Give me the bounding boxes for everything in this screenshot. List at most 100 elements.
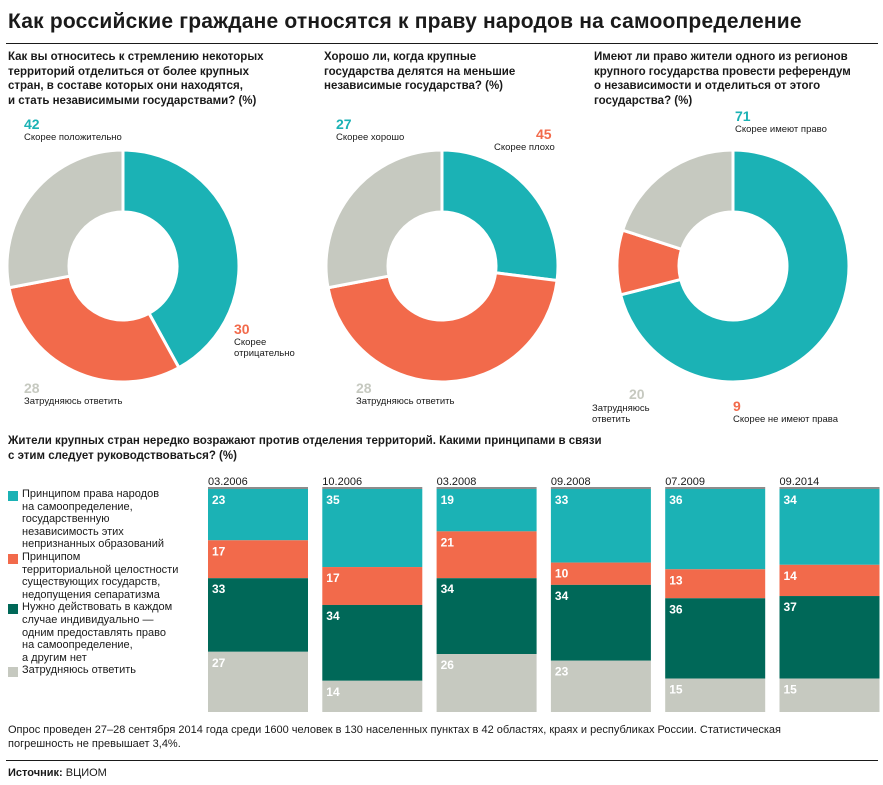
bar-legend: Принципом права народов на самоопределени…: [8, 488, 198, 678]
legend-label-line: государственную: [22, 513, 110, 526]
bar-segment-4: [322, 680, 423, 712]
bar-segment-3: [550, 584, 651, 661]
pie1-label-undecided: Затрудняюсь ответить: [24, 396, 123, 407]
pie3-question-line: о независимости и отделиться от этого: [594, 80, 821, 92]
bar-segment-3: [779, 596, 880, 679]
pie1-label-positive: Скорее положительно: [24, 132, 122, 143]
legend-item: Принципом права народов на самоопределени…: [8, 488, 198, 551]
legend-swatch: [8, 491, 18, 501]
pie1-label-negative-line: Скорее: [234, 337, 267, 348]
pie1-label-negative-line: отрицательно: [234, 348, 295, 359]
bar-period-label: 10.2006: [322, 476, 362, 488]
bar-period-label: 09.2014: [780, 476, 820, 488]
legend-label-line: одним предоставлять право: [22, 626, 166, 639]
donut1-slice-2: [7, 274, 181, 384]
legend-label-line: на самоопределение,: [22, 639, 133, 652]
bar-segment-3: [665, 598, 766, 679]
bar-segment-3: [322, 604, 423, 681]
legend-label-line: территориальной целостности: [22, 563, 179, 576]
pie3-value-no: 9: [733, 398, 741, 414]
pie1-value-undecided: 28: [24, 380, 40, 396]
bar-segment-2: [779, 564, 880, 597]
pie2-label-good: Скорее хорошо: [336, 132, 405, 143]
source-line: Источник: ВЦИОМ: [8, 767, 107, 779]
legend-swatch: [8, 553, 18, 564]
legend-label-line: Принципом: [22, 550, 81, 563]
pie1-value-negative: 30: [234, 321, 250, 337]
bar-segment-4: [550, 660, 651, 712]
survey-note: Опрос проведен 27–28 сентября 2014 года …: [8, 724, 868, 751]
bar-segment-1: [665, 489, 766, 570]
bar-value-label: 15: [669, 683, 683, 697]
bar-value-label: 17: [212, 544, 226, 558]
pie3-label-no: Скорее не имеют права: [733, 414, 839, 425]
legend-label-line: недопущения сепаратизма: [22, 588, 160, 601]
bar-value-label: 34: [441, 582, 455, 596]
pie2-value-good: 27: [336, 116, 352, 132]
pie1-question-line: стран, в составе которых они находятся,: [8, 80, 243, 92]
bar-value-label: 33: [212, 582, 226, 596]
pie1-label-negative: Скорее отрицательно: [234, 337, 295, 359]
pie1-question: Как вы относитесь к стремлению некоторых…: [8, 50, 298, 108]
bar-value-label: 34: [555, 589, 569, 603]
pie3-question-line: Имеют ли право жители одного из регионов: [594, 51, 848, 63]
bar-segment-2: [665, 569, 766, 599]
bar-value-label: 15: [784, 683, 798, 697]
bar-segment-1: [779, 489, 880, 565]
bar-period-label: 09.2008: [551, 476, 591, 488]
bar-value-label: 36: [669, 493, 683, 507]
legend-label-line: существующих государств,: [22, 576, 161, 589]
bar-segment-2: [208, 540, 308, 579]
top-divider: [6, 43, 878, 44]
bar-value-label: 17: [326, 571, 340, 585]
donut3-slice-1: [618, 148, 851, 384]
bottom-divider: [6, 760, 878, 761]
legend-label-line: Нужно действовать в каждом: [22, 601, 173, 614]
bar-segment-1: [322, 489, 423, 568]
bar-value-label: 26: [441, 658, 455, 672]
bar-value-label: 14: [784, 569, 798, 583]
bar-value-label: 34: [784, 493, 798, 507]
bar-segment-2: [436, 531, 537, 579]
bar-value-label: 14: [326, 685, 340, 699]
pie3-value-undecided: 20: [629, 386, 645, 402]
pie2-question-line: государства делятся на меньшие: [324, 65, 516, 78]
pie2-value-undecided: 28: [356, 380, 372, 396]
pie2-question-line: Хорошо ли, когда крупные: [324, 51, 477, 63]
donut1-slice-3: [5, 148, 125, 290]
donut2-slice-2: [326, 271, 559, 384]
legend-item: Затрудняюсь ответить: [8, 664, 198, 678]
pie2-label-bad: Скорее плохо: [494, 142, 555, 153]
bar-segment-4: [436, 654, 537, 712]
bar-value-label: 21: [441, 535, 455, 549]
bar-value-label: 36: [669, 602, 683, 616]
pie2-value-bad: 45: [536, 126, 552, 142]
bar-value-label: 35: [326, 493, 340, 507]
legend-label-line: независимость этих: [22, 525, 124, 538]
pie1-question-line: территорий отделиться от более крупных: [8, 65, 249, 78]
page-title: Как российские граждане относятся к прав…: [8, 10, 802, 33]
survey-note-line: Опрос проведен 27–28 сентября 2014 года …: [8, 724, 781, 736]
source-label: Источник:: [8, 767, 63, 779]
pie3-question-line: крупного государства провести референдум: [594, 65, 851, 78]
bar-question-line: с этим следует руководствоваться? (%): [8, 449, 237, 462]
donut2-slice-1: [440, 148, 560, 283]
bar-period-label: 07.2009: [665, 476, 705, 488]
legend-item: Принципом территориальной целостности суще…: [8, 551, 198, 601]
donut-chart-1: [5, 148, 851, 384]
donut2-slice-3: [324, 148, 444, 290]
legend-swatch: [8, 604, 18, 615]
bar-period-label: 03.2006: [208, 476, 248, 488]
pie3-label-yes: Скорее имеют право: [735, 124, 827, 135]
bar-segment-3: [436, 578, 537, 655]
pie3-label-undecided-line: Затрудняюсь: [592, 403, 650, 414]
bar-segment-4: [208, 651, 308, 712]
stacked-bar-chart: 03.2006 23 17 33 27 10.2006 35 17 34 14 03.2008 19 2…: [208, 476, 880, 712]
bar-segment-2: [550, 562, 651, 585]
pie3-label-undecided: Затрудняюсь ответить: [592, 403, 650, 425]
survey-note-line: погрешность не превышает 3,4%.: [8, 737, 181, 750]
legend-swatch: [8, 667, 18, 678]
bar-segment-1: [550, 489, 651, 563]
donut3-slice-3: [620, 148, 735, 252]
bar-segment-1: [436, 489, 537, 532]
